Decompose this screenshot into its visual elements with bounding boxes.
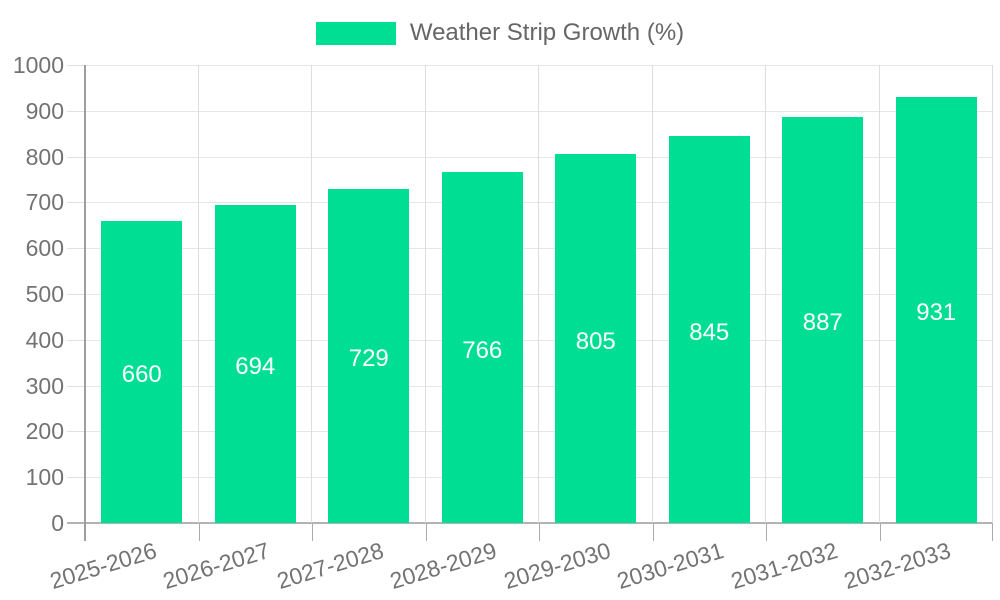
bar-2032-2033[interactable]: 931	[895, 96, 977, 523]
x-gridline	[651, 65, 653, 523]
y-gridline	[85, 477, 993, 479]
y-tick-label: 900	[25, 97, 64, 124]
y-tick-label: 0	[51, 510, 64, 536]
x-gridline	[992, 65, 993, 523]
y-tick	[67, 65, 85, 66]
x-tick	[539, 523, 540, 541]
bar-value-label: 660	[121, 360, 162, 388]
bar-value-label: 766	[462, 336, 503, 364]
x-gridline	[878, 65, 880, 523]
y-tick	[67, 339, 85, 341]
x-tick-label: 2031-2032	[727, 537, 841, 595]
x-tick	[766, 523, 767, 541]
y-tick-label: 1000	[12, 52, 64, 78]
y-tick-label: 800	[25, 143, 64, 170]
plot-area: 660 694 729 766 805 845 887 931	[67, 65, 993, 541]
bar-value-label: 805	[575, 327, 616, 355]
y-tick	[67, 156, 85, 158]
y-tick-label: 400	[25, 326, 64, 353]
bar-2030-2031[interactable]: 845	[668, 136, 750, 523]
y-gridline	[85, 431, 993, 433]
bar-value-label: 887	[802, 308, 843, 336]
bar-2028-2029[interactable]: 766	[441, 172, 523, 523]
legend-swatch[interactable]	[315, 21, 396, 45]
bar-value-label: 694	[235, 353, 276, 381]
x-tick-label: 2028-2029	[387, 537, 500, 595]
y-axis-line	[84, 65, 86, 541]
bar-value-label: 845	[689, 318, 730, 346]
y-tick	[67, 477, 85, 479]
y-tick-label: 700	[25, 189, 64, 216]
x-tick	[879, 523, 881, 541]
bar-2029-2030[interactable]: 805	[555, 154, 637, 523]
bar-value-label: 931	[916, 298, 957, 326]
y-tick	[67, 202, 85, 204]
x-tick	[992, 523, 993, 541]
bar-2027-2028[interactable]: 729	[328, 189, 410, 523]
x-tick-label: 2025-2026	[46, 537, 160, 595]
x-tick-label: 2029-2030	[500, 537, 614, 595]
x-gridline	[765, 65, 766, 523]
y-tick	[67, 110, 85, 112]
x-gridline	[311, 65, 312, 523]
y-tick	[67, 248, 85, 250]
x-tick	[425, 523, 427, 541]
x-tick	[652, 523, 654, 541]
x-tick	[198, 523, 200, 541]
y-gridline	[85, 385, 993, 387]
y-gridline	[67, 522, 993, 524]
y-tick	[67, 385, 85, 387]
y-tick-label: 100	[25, 464, 64, 491]
y-tick-label: 200	[25, 418, 64, 445]
y-gridline	[85, 156, 993, 158]
legend: Weather Strip Growth (%)	[0, 18, 1000, 48]
bar-2031-2032[interactable]: 887	[782, 116, 864, 523]
y-gridline	[85, 248, 993, 250]
y-gridline	[85, 202, 993, 204]
legend-label: Weather Strip Growth (%)	[409, 19, 685, 46]
x-gridline	[538, 65, 539, 523]
x-tick-label: 2027-2028	[273, 537, 387, 595]
y-gridline	[85, 339, 993, 341]
x-tick-label: 2032-2033	[841, 537, 954, 595]
bar-value-label: 729	[348, 345, 389, 373]
bar-2025-2026[interactable]: 660	[101, 220, 183, 523]
y-tick	[67, 431, 85, 433]
x-gridline	[424, 65, 426, 523]
x-tick-label: 2026-2027	[160, 537, 273, 595]
x-tick	[312, 523, 313, 541]
y-gridline	[85, 294, 993, 295]
bar-2026-2027[interactable]: 694	[214, 205, 296, 523]
y-tick-label: 500	[25, 281, 64, 307]
y-tick	[67, 294, 85, 295]
y-tick-label: 300	[25, 372, 64, 399]
y-tick-label: 600	[25, 235, 64, 262]
y-gridline	[85, 65, 993, 66]
x-tick-label: 2030-2031	[614, 537, 727, 595]
x-gridline	[197, 65, 199, 523]
y-gridline	[85, 110, 993, 112]
